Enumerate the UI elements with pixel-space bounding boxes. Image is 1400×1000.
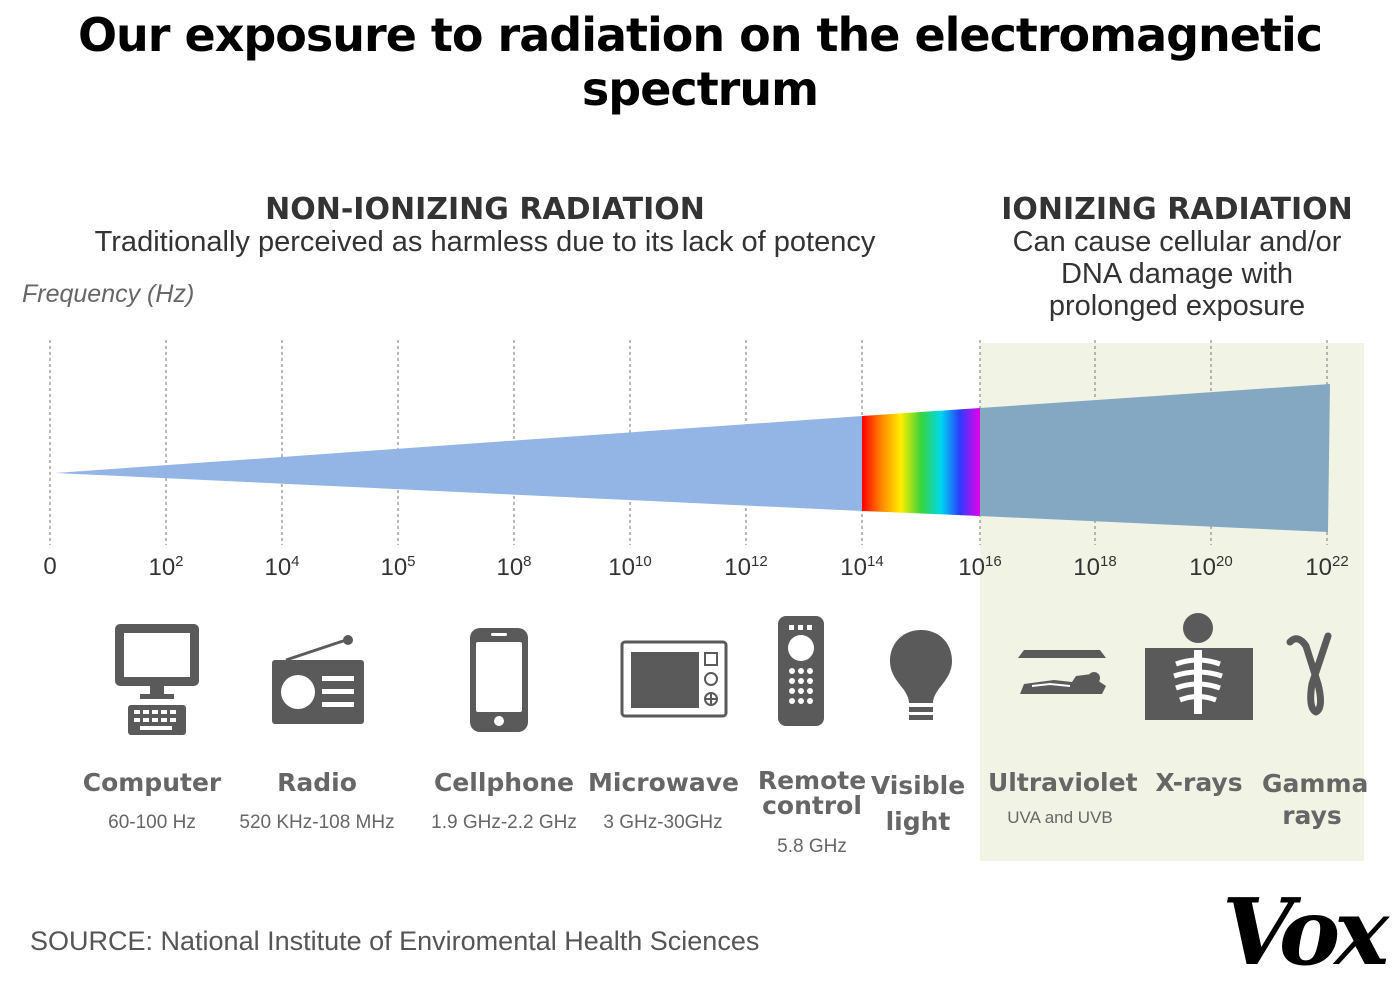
tick-label: 104 [232, 553, 332, 582]
tick-label: 1016 [930, 553, 1030, 582]
source-name-visible-light: Visible light [868, 768, 968, 840]
ionizing-subtitle-line: prolonged exposure [1048, 290, 1306, 322]
tick-label: 105 [348, 553, 448, 582]
tick-label-base: 10 [1305, 554, 1332, 581]
source-name-gamma-rays: Gamma rays [1262, 768, 1369, 832]
ionizing-subtitle-line: DNA damage with [1060, 258, 1294, 290]
tick-label-base: 10 [1073, 554, 1100, 581]
gamma-icon [1286, 632, 1332, 716]
source-name-line: Visible [870, 771, 966, 800]
source-name-microwave: Microwave [588, 768, 739, 797]
vox-logo: Vox [1222, 878, 1389, 986]
source-detail-radio: 520 KHz-108 MHz [239, 812, 395, 833]
tick-label-base: 10 [608, 554, 635, 581]
tick-label: 1022 [1277, 553, 1377, 582]
source-name-radio: Radio [277, 768, 357, 797]
tick-label-exponent: 20 [1216, 553, 1233, 570]
tick-label-base: 10 [380, 554, 408, 581]
visible-light-band [862, 408, 980, 516]
source-detail-computer: 60-100 Hz [108, 812, 196, 833]
tick-label-base: 10 [958, 554, 985, 581]
tanning-bed-icon [1018, 650, 1106, 694]
axis-label: Frequency (Hz) [22, 280, 195, 308]
ionizing-heading: IONIZING RADIATION [1001, 192, 1353, 227]
tick-label-base: 10 [264, 554, 292, 581]
tick-label-base: 0 [43, 553, 57, 580]
lightbulb-icon [890, 630, 952, 720]
spectrum-diagram [49, 340, 1330, 545]
tick-label-base: 10 [840, 554, 867, 581]
source-name-remote-control: Remote control [752, 768, 872, 818]
source-note: SOURCE: National Institute of Enviroment… [30, 926, 760, 956]
tick-label-base: 10 [1189, 554, 1216, 581]
tick-label-base: 10 [148, 554, 176, 581]
source-detail-ultraviolet: UVA and UVB [1007, 808, 1113, 827]
tick-label-exponent: 14 [867, 553, 884, 570]
tick-label: 0 [0, 553, 100, 581]
remote-control-icon [778, 616, 824, 726]
tick-label: 1014 [812, 553, 912, 582]
tick-label-exponent: 10 [635, 553, 652, 570]
tick-label-exponent: 16 [985, 553, 1002, 570]
computer-icon [115, 624, 199, 735]
source-name-computer: Computer [82, 768, 222, 797]
source-name-line: Remote [757, 766, 867, 795]
source-detail-microwave: 3 GHz-30GHz [603, 812, 723, 833]
tick-label: 108 [464, 553, 564, 582]
tick-label-exponent: 8 [523, 553, 532, 570]
tick-label-exponent: 12 [751, 553, 768, 570]
tick-label: 1010 [580, 553, 680, 582]
source-name-line: light [885, 807, 951, 836]
source-name-line: rays [1282, 801, 1342, 830]
source-name-line: control [762, 791, 862, 820]
tick-label-base: 10 [496, 554, 524, 581]
tick-label: 1020 [1161, 553, 1261, 582]
ionizing-subtitle: Can cause cellular and/or DNA damage wit… [980, 226, 1374, 322]
tick-label-base: 10 [724, 554, 751, 581]
source-name-xrays: X-rays [1155, 768, 1243, 797]
tick-label: 1012 [696, 553, 796, 582]
source-detail-cellphone: 1.9 GHz-2.2 GHz [431, 812, 577, 833]
tick-label-exponent: 18 [1100, 553, 1117, 570]
source-name-line: Gamma [1262, 769, 1369, 798]
ionizing-wedge [980, 384, 1330, 532]
source-detail-remote-control: 5.8 GHz [777, 836, 847, 857]
non-ionizing-wedge [55, 416, 862, 511]
tick-label-exponent: 2 [175, 553, 184, 570]
page-title: Our exposure to radiation on the electro… [77, 8, 1323, 116]
tick-label: 102 [116, 553, 216, 582]
non-ionizing-heading: NON-IONIZING RADIATION [265, 192, 705, 227]
tick-label-exponent: 5 [407, 553, 416, 570]
tick-label: 1018 [1045, 553, 1145, 582]
source-name-cellphone: Cellphone [433, 768, 575, 797]
cellphone-icon [470, 628, 528, 732]
xray-icon [1145, 613, 1253, 720]
microwave-icon [620, 640, 728, 718]
source-name-ultraviolet: Ultraviolet [988, 768, 1138, 797]
tick-label-exponent: 4 [291, 553, 300, 570]
non-ionizing-subtitle: Traditionally perceived as harmless due … [94, 226, 876, 258]
ionizing-subtitle-line: Can cause cellular and/or [1012, 226, 1342, 258]
tick-label-exponent: 22 [1332, 553, 1349, 570]
radio-icon [272, 635, 364, 724]
